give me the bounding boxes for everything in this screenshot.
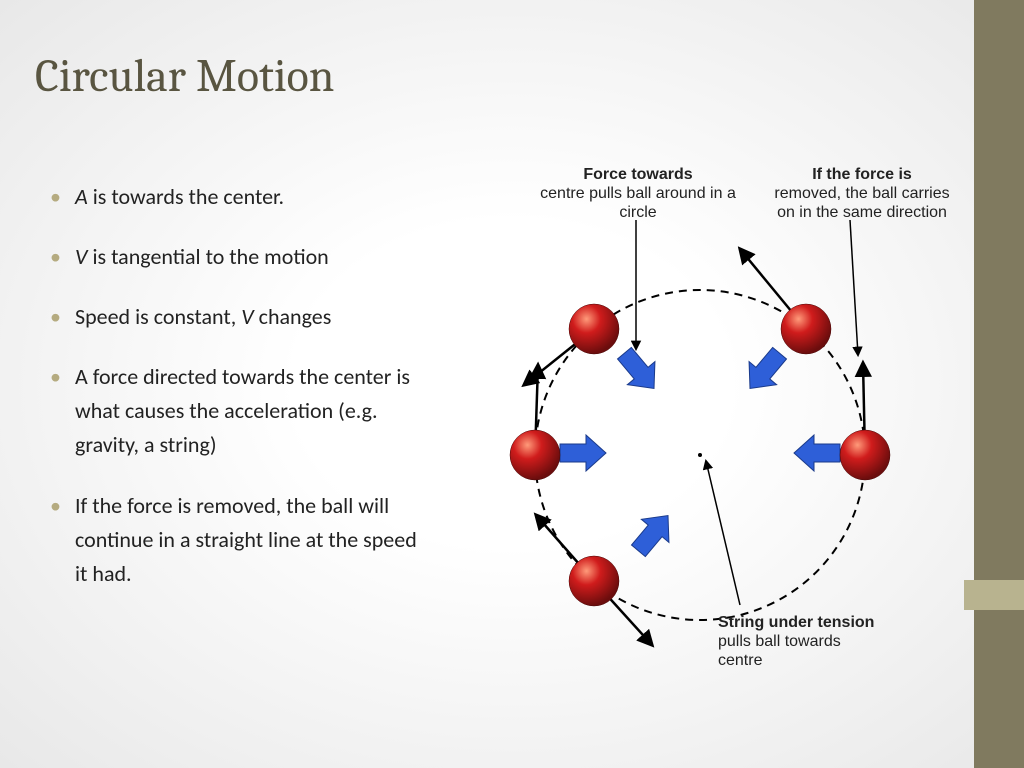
bullet-item: V is tangential to the motion [50, 240, 420, 274]
bullet-item: A is towards the center. [50, 180, 420, 214]
diagram-annotation: String under tensionpulls ball towards c… [718, 613, 888, 671]
circular-motion-diagram: Force towardscentre pulls ball around in… [430, 165, 970, 725]
diagram-annotation: Force towardscentre pulls ball around in… [538, 165, 738, 223]
sidebar-stripe [974, 0, 1024, 768]
slide-title: Circular Motion [35, 50, 334, 103]
bullet-item: If the force is removed, the ball will c… [50, 489, 420, 591]
bullet-list: A is towards the center. V is tangential … [50, 180, 420, 617]
sidebar-accent [964, 580, 1024, 610]
bullet-item: A force directed towards the center is w… [50, 360, 420, 462]
diagram-svg [430, 165, 970, 725]
bullet-item: Speed is constant, V changes [50, 300, 420, 334]
diagram-annotation: If the force isremoved, the ball carries… [772, 165, 952, 223]
